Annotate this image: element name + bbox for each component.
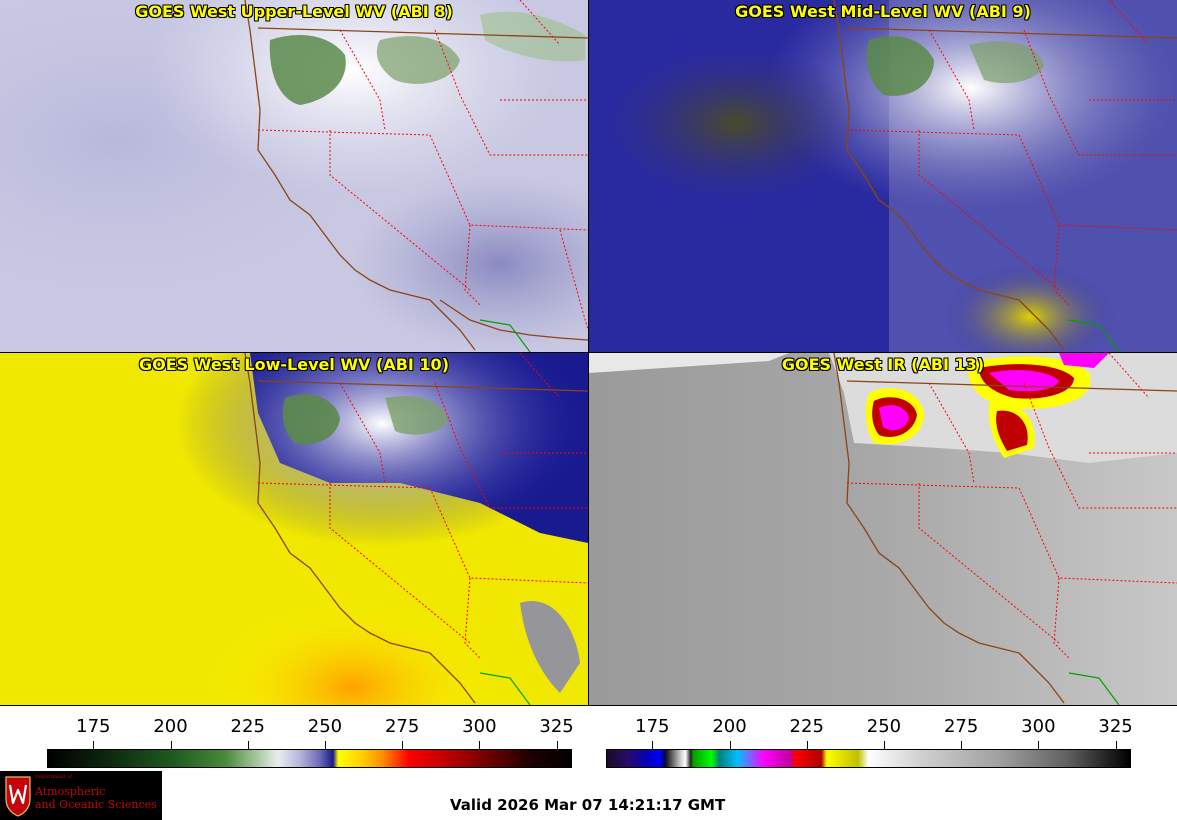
wv-colorbar-tick (402, 741, 403, 749)
ir-image (589, 353, 1177, 705)
wv-colorbar-tick-label: 200 (153, 716, 188, 737)
wv-colorbar-tick-label: 250 (307, 716, 343, 737)
wv-colorbar-tick (93, 741, 94, 749)
wv-colorbar-tick (171, 741, 172, 749)
ir-colorbar-tick (1116, 741, 1117, 749)
wv-colorbar-tick-label: 225 (230, 716, 265, 737)
panel-divider-horizontal (0, 352, 1177, 353)
panel-divider-bottom (0, 705, 1177, 706)
mid-level-wv-image (589, 0, 1177, 352)
wv-colorbar-tick (325, 741, 326, 749)
wv-colorbar-tick-label: 325 (539, 716, 574, 737)
wv-colorbar-tick-label: 175 (76, 716, 111, 737)
upper-level-wv-panel: GOES West Upper-Level WV (ABI 8) (0, 0, 588, 352)
ir-colorbar-tick (730, 741, 731, 749)
ir-colorbar-tick-label: 200 (712, 716, 747, 737)
upper-level-wv-image (0, 0, 588, 352)
logo-dept-text: Department of (35, 774, 72, 780)
ir-colorbar-tick-label: 225 (789, 716, 824, 737)
wv-colorbar-tick-label: 275 (384, 716, 420, 737)
wv-colorbar-gradient (47, 749, 572, 768)
logo-line2-text: and Oceanic Sciences (35, 798, 157, 811)
ir-colorbar-tick-label: 300 (1021, 716, 1056, 737)
panel-divider-vertical (588, 0, 589, 706)
uw-crest-icon (5, 776, 31, 817)
ir-colorbar-tick-label: 175 (635, 716, 670, 737)
ir-colorbar-tick (807, 741, 808, 749)
wv-colorbar-tick-label: 300 (462, 716, 497, 737)
ir-colorbar-tick-label: 275 (943, 716, 979, 737)
ir-colorbar-tick (1038, 741, 1039, 749)
ir-colorbar-tick-label: 250 (866, 716, 902, 737)
ir-panel: GOES West IR (ABI 13) (589, 353, 1177, 705)
low-level-wv-panel: GOES West Low-Level WV (ABI 10) (0, 353, 588, 705)
wv-colorbar-tick (479, 741, 480, 749)
low-level-wv-image (0, 353, 588, 705)
ir-colorbar-gradient (606, 749, 1131, 768)
aos-logo: Department of Atmospheric and Oceanic Sc… (0, 771, 162, 820)
ir-colorbar-tick (961, 741, 962, 749)
logo-line1-text: Atmospheric (35, 785, 106, 798)
wv-colorbar-tick (557, 741, 558, 749)
valid-time-label: Valid 2026 Mar 07 14:21:17 GMT (450, 796, 726, 814)
ir-colorbar-tick (652, 741, 653, 749)
mid-level-wv-panel: GOES West Mid-Level WV (ABI 9) (589, 0, 1177, 352)
state-borders (257, 0, 588, 331)
ir-colorbar-tick-label: 325 (1098, 716, 1133, 737)
ir-colorbar-tick (884, 741, 885, 749)
wv-colorbar-tick (248, 741, 249, 749)
